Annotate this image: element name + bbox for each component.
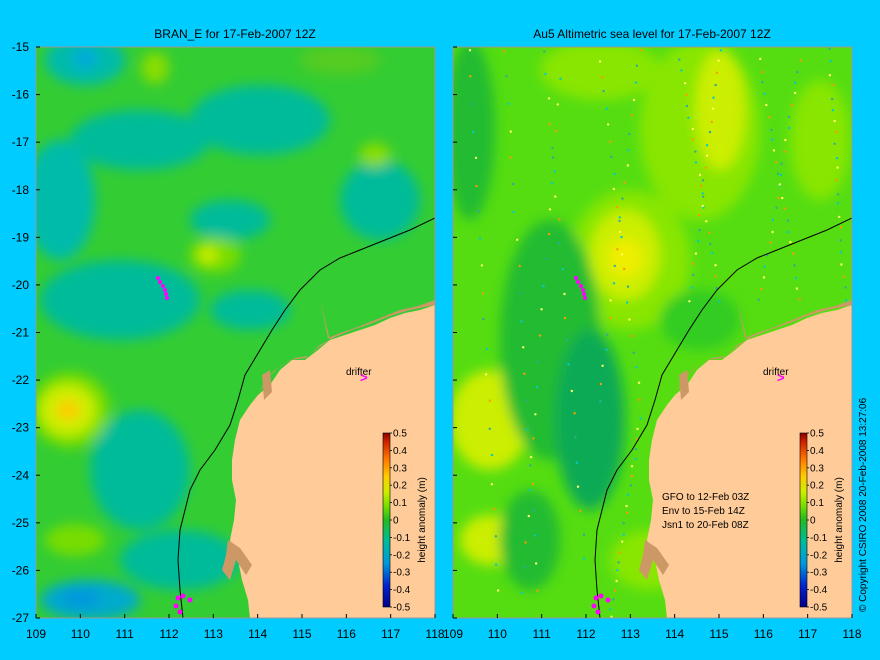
colorbar-tick-label: -0.3 (393, 568, 411, 579)
shelf-contour (177, 217, 435, 618)
colorbar-tick-label: 0.5 (810, 429, 824, 440)
x-tick-label: 112 (159, 627, 178, 641)
x-tick-label: 109 (443, 627, 463, 641)
y-tick-label: -27 (12, 611, 30, 625)
y-tick-label: -23 (12, 421, 30, 435)
x-tick-label: 109 (26, 627, 46, 641)
copyright-notice: © Copyright CSIRO 2008 20-Feb-2008 13:27… (858, 397, 869, 612)
left-drifter-marker: > (360, 370, 368, 385)
y-tick-label: -18 (12, 183, 30, 197)
left-drifter-label: drifter (346, 367, 372, 378)
colorbar-tick-label: 0.3 (393, 463, 407, 474)
x-tick-label: 110 (488, 627, 507, 641)
colorbar-tick-label: 0.4 (393, 446, 407, 457)
x-tick-label: 118 (842, 627, 861, 641)
x-tick-label: 111 (533, 627, 552, 641)
colorbar-tick-label: -0.1 (810, 533, 828, 544)
y-tick-label: -20 (12, 278, 30, 292)
y-tick-label: -16 (12, 88, 30, 102)
y-tick-label: -26 (12, 563, 30, 577)
x-tick-label: 117 (798, 627, 817, 641)
colorbar-tick-label: -0.4 (810, 585, 828, 596)
right-drifter-label: drifter (763, 367, 789, 378)
left-colorbar-label: height anomaly (m) (417, 477, 428, 563)
x-tick-label: 110 (71, 627, 90, 641)
colorbar-tick-label: -0.2 (810, 550, 828, 561)
colorbar-tick-label: -0.1 (393, 533, 411, 544)
x-tick-label: 111 (116, 627, 135, 641)
x-tick-label: 114 (248, 627, 267, 641)
x-tick-label: 114 (665, 627, 684, 641)
satellite-annotation-3: Jsn1 to 20-Feb 08Z (662, 520, 749, 531)
y-tick-label: -19 (12, 230, 30, 244)
y-tick-label: -21 (12, 326, 30, 340)
colorbar-tick-label: 0.3 (810, 463, 824, 474)
right-panel-title: Au5 Altimetric sea level for 17-Feb-2007… (533, 27, 770, 41)
x-tick-label: 116 (337, 627, 356, 641)
altimeter-tracks (468, 47, 848, 618)
right-colorbar: 0.5 0.4 0.3 0.2 0.1 0 -0.1 -0.2 -0.3 -0.4 -0.5 hei… (799, 429, 845, 614)
right-map-panel: drifter > GFO to 12-Feb 03Z Env to 15-Fe… (453, 47, 852, 618)
x-tick-label: 113 (621, 627, 640, 641)
left-colorbar: 0.5 0.4 0.3 0.2 0.1 0 -0.1 -0.2 -0.3 -0.4 -0.5 hei… (382, 429, 428, 614)
x-tick-label: 113 (204, 627, 223, 641)
y-tick-label: -17 (12, 135, 30, 149)
y-tick-label: -15 (12, 40, 30, 54)
colorbar-tick-label: -0.5 (810, 603, 828, 614)
y-axis-ticks: -15 -16 -17 -18 -19 -20 -21 -22 -23 -24 -25 -26 -27 (12, 40, 457, 625)
colorbar-tick-label: 0.4 (810, 446, 824, 457)
colorbar-tick-label: 0.1 (393, 498, 407, 509)
colorbar-tick-label: -0.4 (393, 585, 411, 596)
left-panel-title: BRAN_E for 17-Feb-2007 12Z (154, 27, 315, 41)
colorbar-tick-label: 0 (810, 516, 816, 527)
colorbar-tick-label: -0.2 (393, 550, 411, 561)
colorbar-tick-label: 0 (393, 516, 399, 527)
right-colorbar-label: height anomaly (m) (834, 477, 845, 563)
y-tick-label: -24 (12, 468, 30, 482)
colorbar-tick-label: 0.2 (810, 481, 824, 492)
x-tick-label: 118 (425, 627, 444, 641)
x-tick-label: 115 (709, 627, 728, 641)
left-x-axis-ticks: 109 110 111 112 113 114 115 116 117 118 (26, 614, 445, 641)
colorbar-tick-label: -0.3 (810, 568, 828, 579)
colorbar-tick-label: 0.5 (393, 429, 407, 440)
x-tick-label: 116 (754, 627, 773, 641)
x-tick-label: 117 (381, 627, 400, 641)
colorbar-tick-label: 0.2 (393, 481, 407, 492)
drifter-track (156, 276, 193, 615)
left-map-panel: drifter > (36, 47, 435, 618)
colorbar-tick-label: 0.1 (810, 498, 824, 509)
colorbar-tick-label: -0.5 (393, 603, 411, 614)
y-tick-label: -25 (12, 516, 30, 530)
right-x-axis-ticks: 109 110 111 112 113 114 115 116 117 118 (443, 614, 862, 641)
right-drifter-marker: > (777, 370, 785, 385)
satellite-annotation-1: GFO to 12-Feb 03Z (662, 492, 749, 503)
x-tick-label: 115 (292, 627, 311, 641)
y-tick-label: -22 (12, 373, 30, 387)
satellite-annotation-2: Env to 15-Feb 14Z (662, 506, 745, 517)
x-tick-label: 112 (576, 627, 595, 641)
